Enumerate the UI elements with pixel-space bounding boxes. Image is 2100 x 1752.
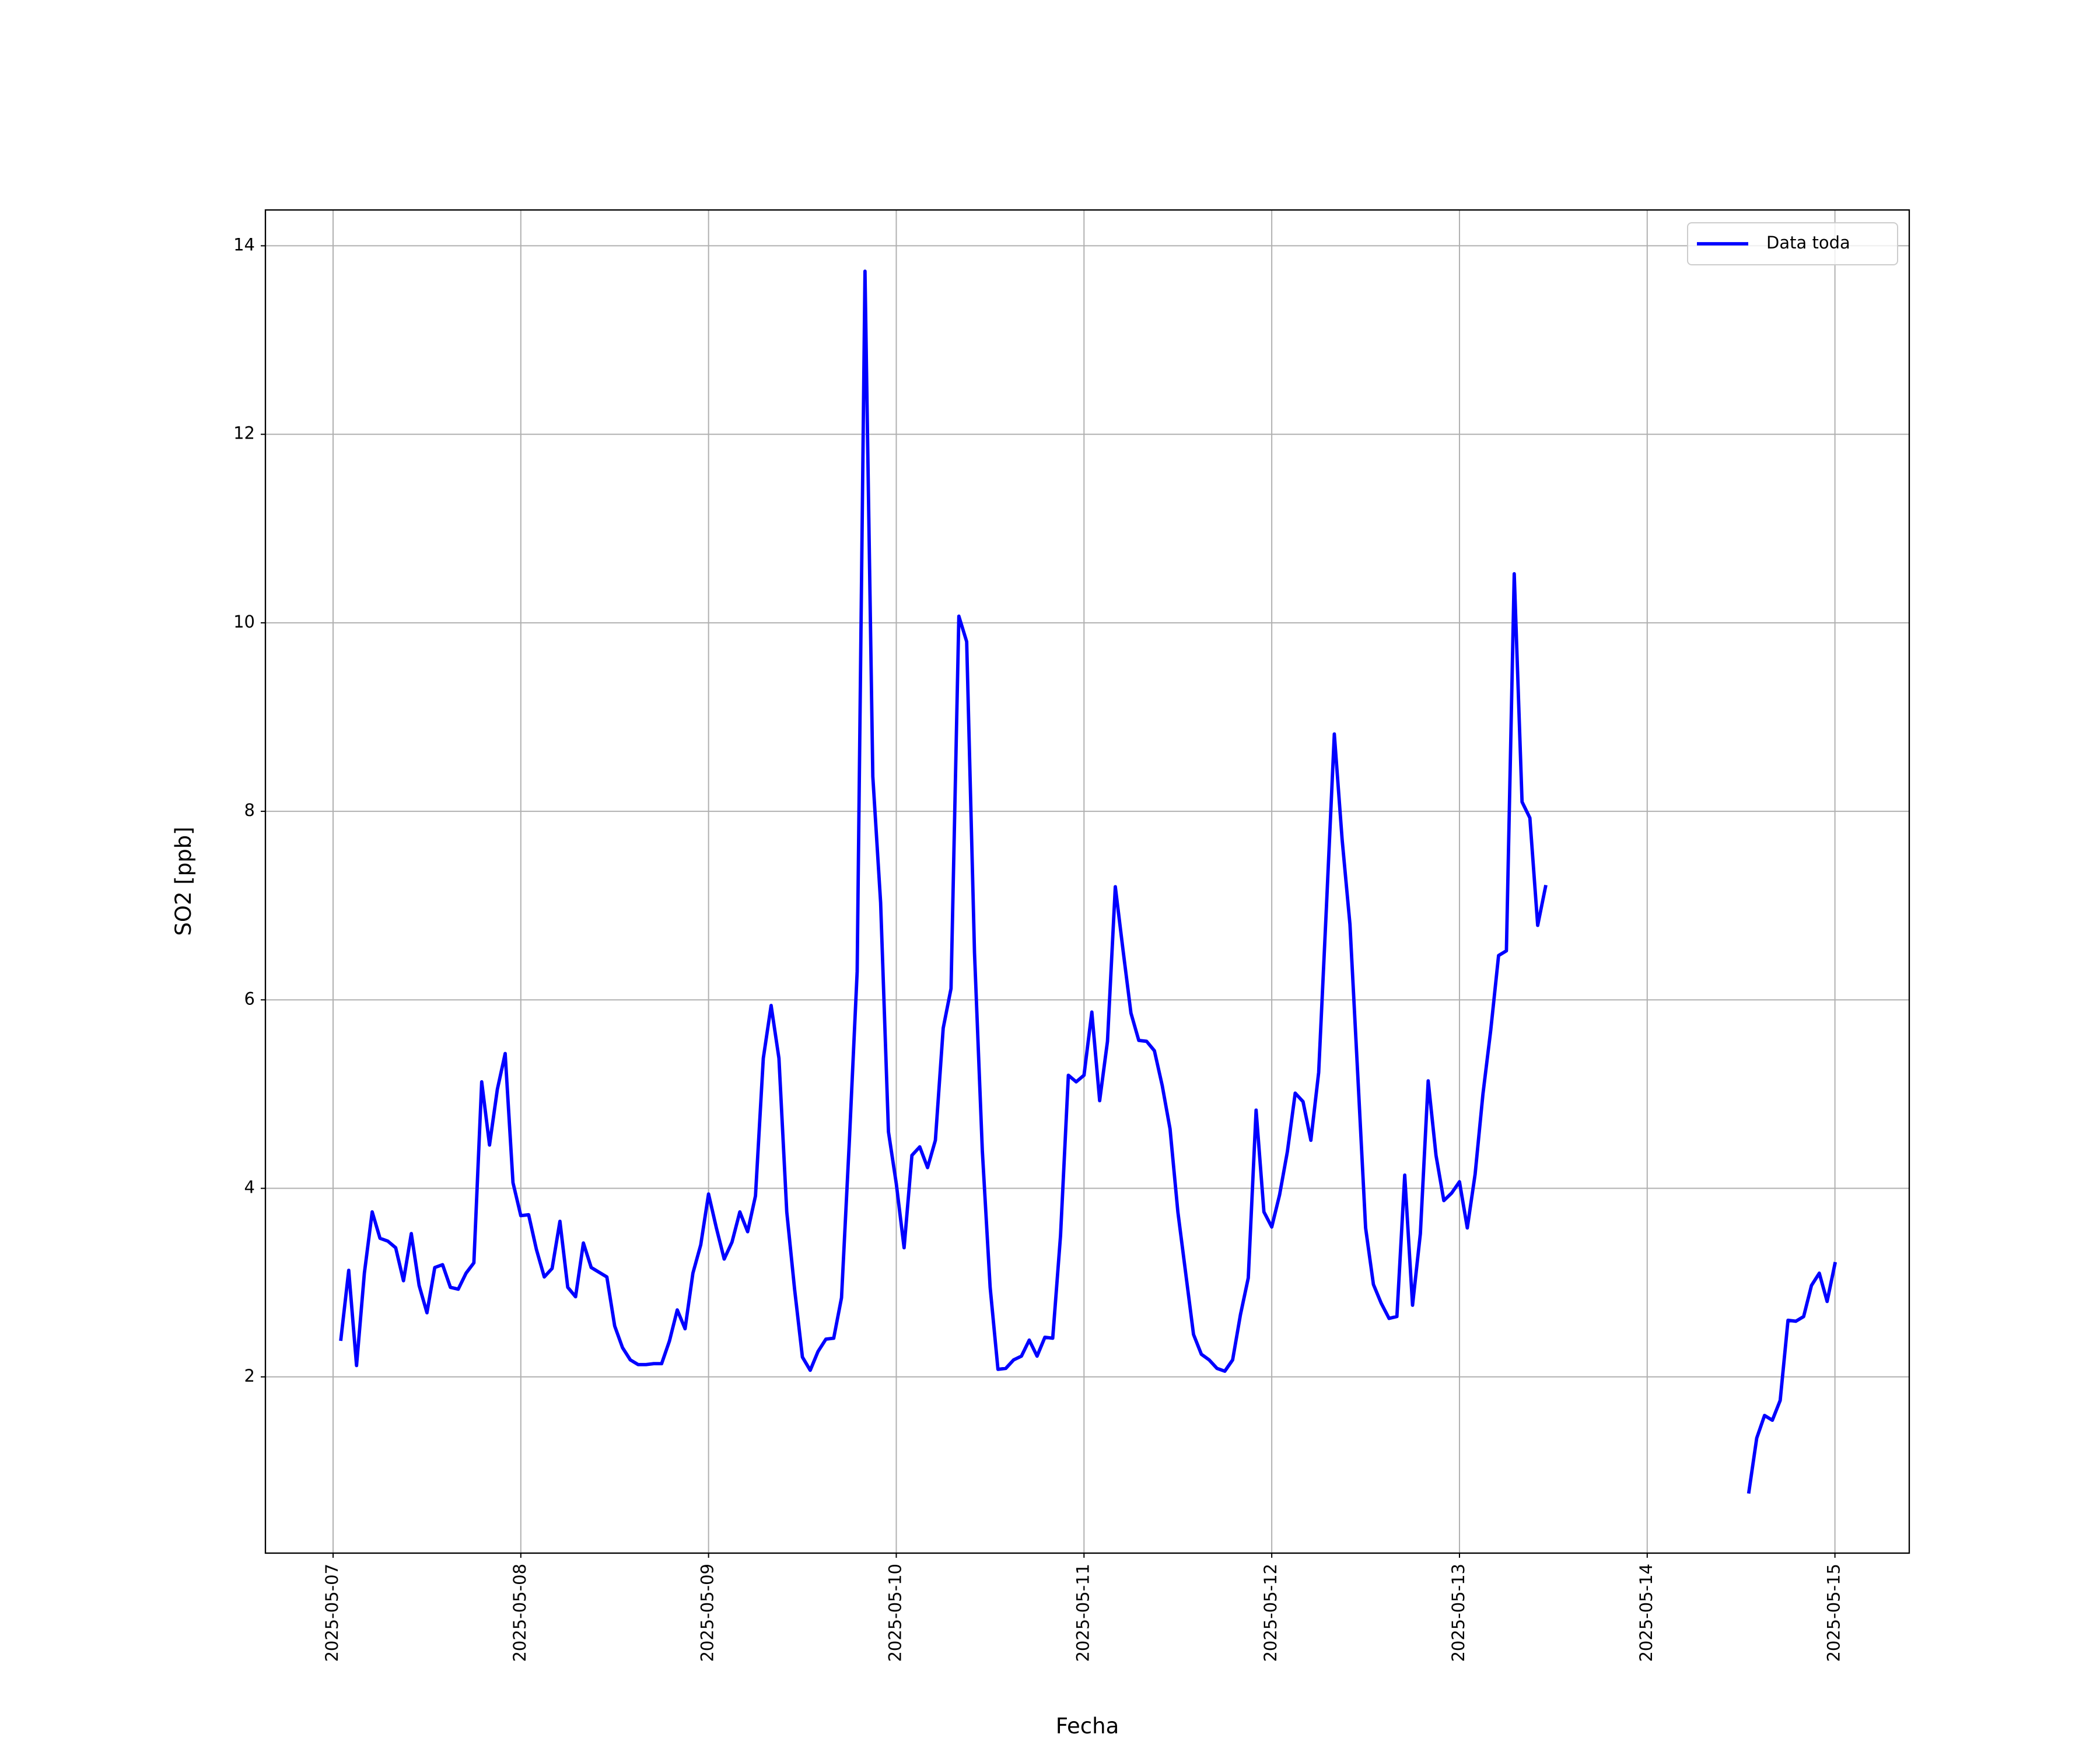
- x-tick-label: 2025-05-10: [885, 1564, 905, 1662]
- x-tick-label: 2025-05-08: [510, 1564, 530, 1662]
- x-tick-label: 2025-05-15: [1824, 1564, 1844, 1662]
- y-tick-label: 8: [244, 800, 255, 820]
- x-tick-label: 2025-05-09: [698, 1564, 718, 1662]
- legend: Data toda: [1687, 222, 1898, 265]
- x-axis-label: Fecha: [1056, 1714, 1119, 1739]
- x-tick-label: 2025-05-12: [1261, 1564, 1280, 1662]
- axes: 2 4 6 8 10 12 14 2025-05-07 2025-05-08 2025-05-09…: [233, 234, 1844, 1662]
- plot-area: [339, 269, 1838, 1494]
- grid: [265, 210, 1909, 1553]
- x-tick-label: 2025-05-07: [322, 1564, 342, 1662]
- y-tick-label: 14: [233, 234, 255, 254]
- y-tick-label: 10: [233, 612, 255, 632]
- y-tick-label: 6: [244, 989, 255, 1008]
- data-line: [339, 269, 1838, 1494]
- y-tick-label: 4: [244, 1178, 255, 1197]
- x-tick-label: 2025-05-11: [1073, 1564, 1093, 1662]
- x-tick-label: 2025-05-13: [1448, 1564, 1468, 1662]
- legend-label: Data toda: [1766, 233, 1850, 253]
- axes-frame: [264, 209, 1910, 1554]
- y-tick-label: 12: [233, 423, 255, 443]
- x-tick-label: 2025-05-14: [1636, 1564, 1656, 1662]
- legend-box: [1687, 222, 1898, 265]
- y-axis-label: SO2 [ppb]: [171, 826, 196, 935]
- y-tick-label: 2: [244, 1366, 255, 1386]
